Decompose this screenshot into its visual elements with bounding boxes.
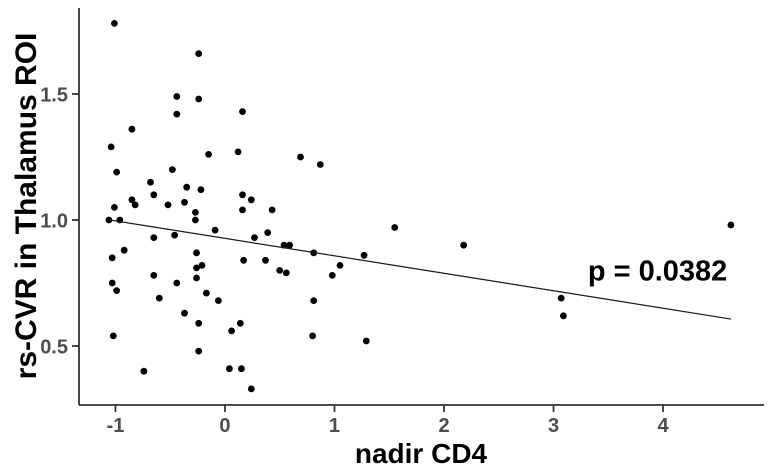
data-point (251, 234, 258, 242)
data-point (131, 201, 139, 209)
data-point (128, 196, 136, 204)
data-point (727, 221, 735, 229)
data-point (181, 309, 188, 317)
data-point (107, 143, 115, 151)
data-point (239, 206, 246, 214)
data-point (195, 95, 203, 103)
data-point (238, 365, 245, 373)
data-point (234, 148, 242, 156)
data-point (336, 262, 344, 269)
data-point (171, 231, 179, 239)
data-point (239, 191, 246, 199)
data-point (236, 319, 244, 327)
p-value-annotation: p = 0.0382 (588, 255, 727, 287)
data-point (195, 319, 203, 327)
data-point (193, 249, 200, 257)
data-point (247, 385, 255, 393)
y-axis-title: rs-CVR in Thalamus ROI (10, 33, 43, 380)
data-point (147, 178, 154, 186)
x-tick-label: 1 (329, 415, 340, 437)
data-point (173, 110, 181, 118)
x-tick-label: 0 (219, 415, 230, 437)
data-point (268, 206, 276, 214)
data-point (460, 241, 468, 249)
data-point (181, 198, 188, 206)
data-point (111, 20, 118, 27)
x-tick-label: -1 (107, 415, 125, 437)
data-point (113, 168, 120, 176)
data-point (193, 274, 200, 282)
data-point (113, 287, 120, 294)
data-point (150, 234, 158, 242)
x-tick-label: 2 (438, 415, 449, 437)
data-point (108, 254, 116, 262)
y-tick-label: 0.5 (40, 337, 68, 359)
data-point (228, 327, 236, 335)
data-point (169, 166, 176, 174)
data-point (197, 186, 205, 194)
data-point (140, 367, 148, 375)
regression-line (106, 218, 732, 320)
data-point (198, 262, 206, 269)
data-point (211, 226, 219, 234)
data-point (120, 246, 128, 254)
x-axis-title: nadir CD4 (355, 438, 488, 469)
data-point (560, 312, 567, 320)
data-point (109, 332, 117, 340)
data-point (203, 289, 210, 297)
data-point (150, 272, 158, 279)
x-tick-label: 3 (548, 415, 559, 437)
data-point (192, 209, 199, 216)
data-point (328, 272, 336, 279)
data-point (262, 256, 269, 264)
data-point (193, 264, 200, 272)
data-point (239, 108, 246, 115)
data-point (282, 269, 290, 277)
data-point (108, 279, 116, 287)
data-point (111, 204, 118, 211)
data-point (310, 297, 318, 304)
data-point (391, 224, 399, 231)
data-point (195, 50, 203, 57)
data-point (316, 161, 324, 168)
data-point (240, 256, 248, 264)
data-point (264, 229, 272, 237)
data-point (247, 196, 255, 204)
data-point (164, 201, 172, 209)
y-tick-label: 1.5 (40, 84, 68, 106)
data-point (128, 125, 136, 133)
data-point (226, 365, 233, 373)
data-point (183, 183, 191, 191)
data-point (362, 337, 370, 345)
data-point (150, 191, 158, 199)
data-point (286, 241, 293, 249)
data-point (205, 151, 213, 158)
data-point (195, 347, 203, 355)
axes-layer: -1 0 1 2 3 4 0.5 1.0 1.5 (40, 8, 764, 437)
data-point (360, 251, 368, 259)
data-point (173, 93, 181, 100)
data-point (276, 267, 284, 274)
data-point (155, 294, 163, 302)
data-point (173, 279, 181, 287)
data-points-layer (105, 20, 735, 393)
data-point (309, 332, 316, 340)
data-point (297, 153, 304, 161)
x-tick-label: 4 (657, 415, 669, 437)
y-tick-label: 1.0 (40, 210, 68, 232)
data-point (557, 294, 565, 302)
data-point (215, 297, 222, 304)
data-point (192, 216, 199, 224)
